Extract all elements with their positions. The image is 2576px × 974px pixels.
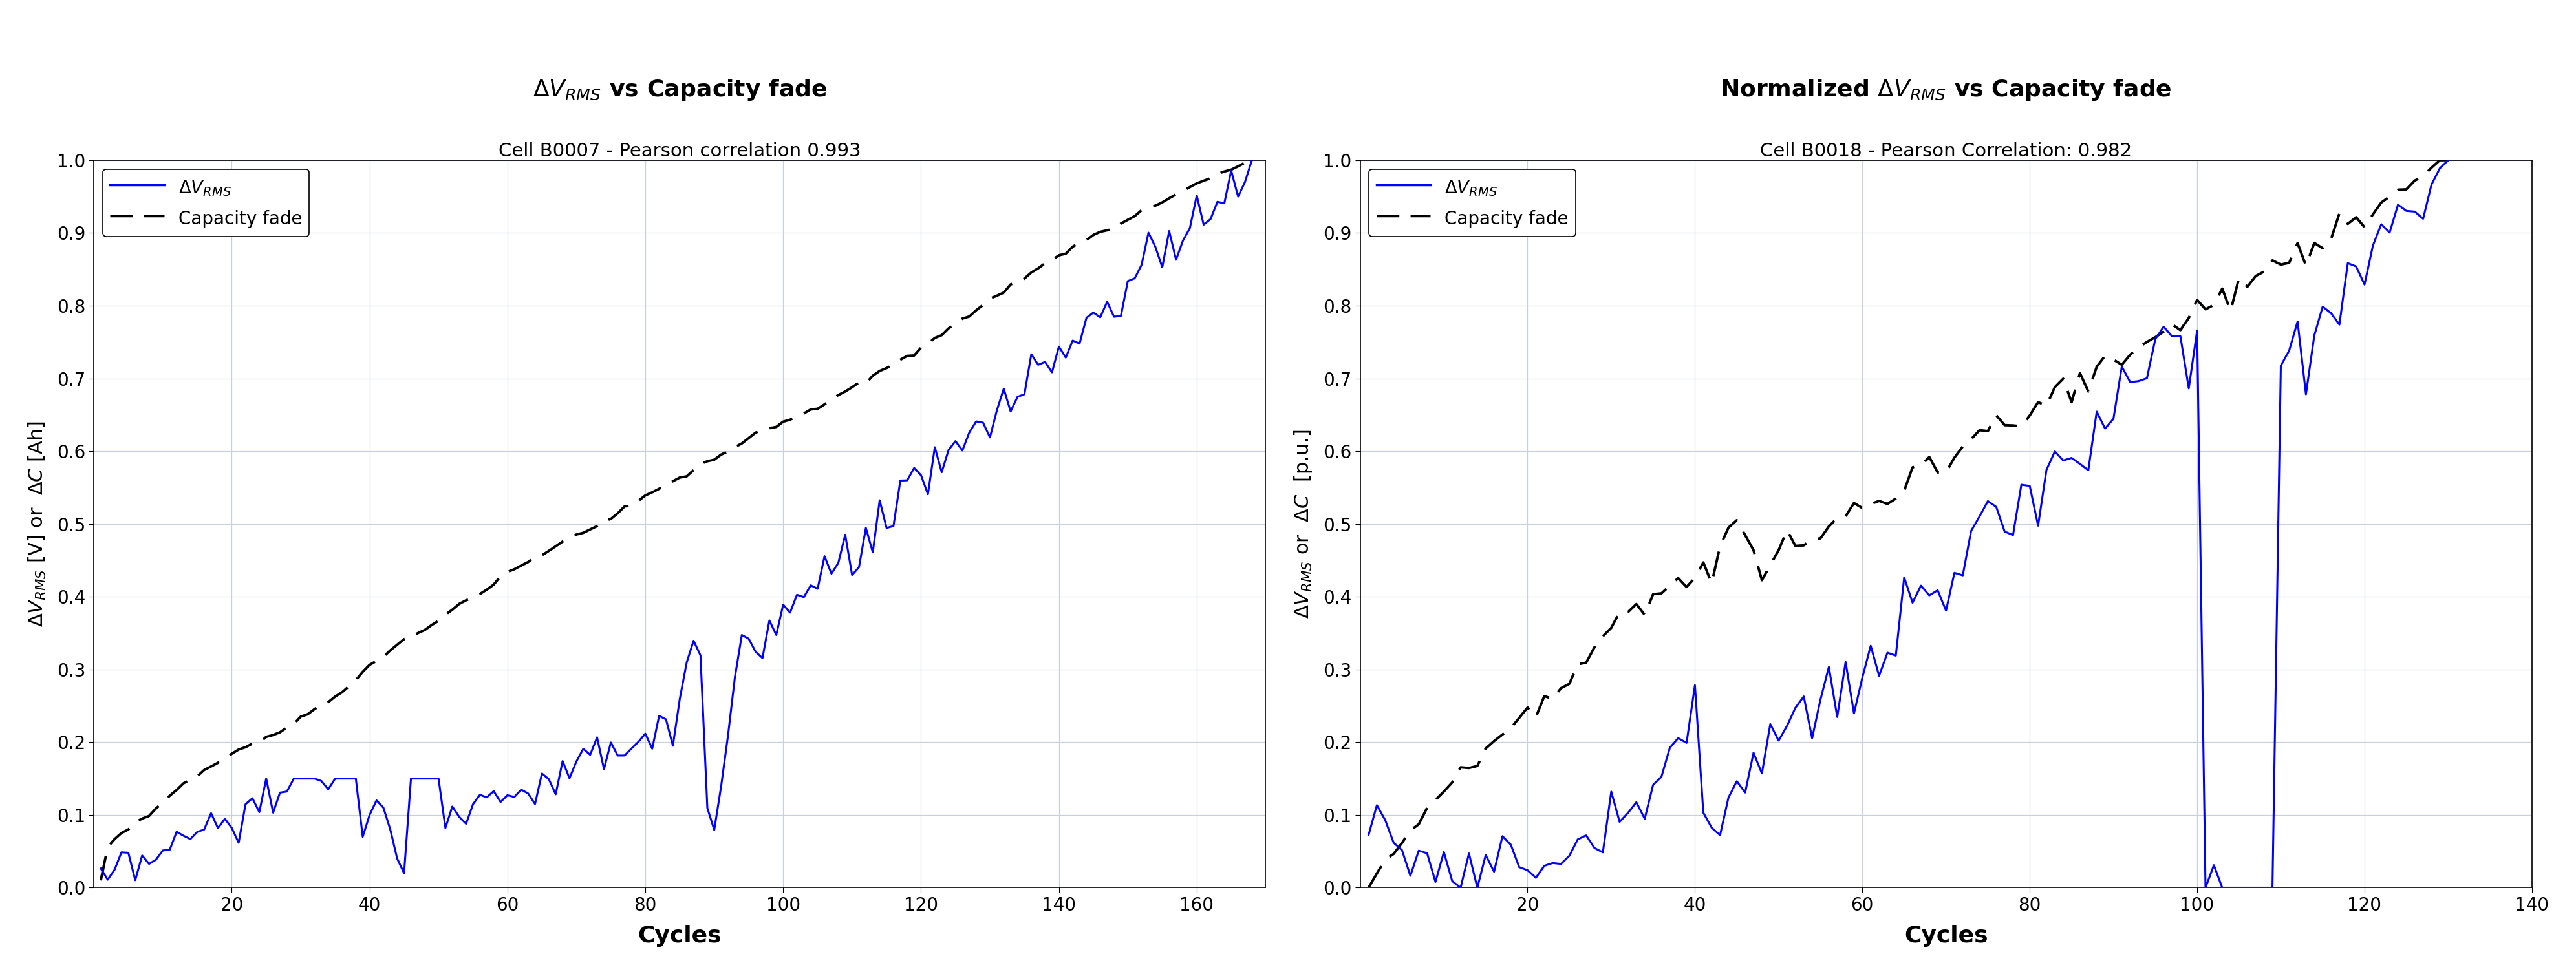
Legend: $\Delta V_{RMS}$, Capacity fade: $\Delta V_{RMS}$, Capacity fade xyxy=(103,169,309,237)
Text: Normalized $\Delta V_{RMS}$ vs Capacity fade: Normalized $\Delta V_{RMS}$ vs Capacity … xyxy=(1721,77,2172,102)
Y-axis label: $\Delta V_{RMS}$ or  $\Delta C$  [p.u.]: $\Delta V_{RMS}$ or $\Delta C$ [p.u.] xyxy=(1293,430,1314,618)
Y-axis label: $\Delta V_{RMS}$ [V] or  $\Delta C$ [Ah]: $\Delta V_{RMS}$ [V] or $\Delta C$ [Ah] xyxy=(26,421,49,627)
Text: $\Delta V_{RMS}$ vs Capacity fade: $\Delta V_{RMS}$ vs Capacity fade xyxy=(533,77,827,102)
X-axis label: Cycles: Cycles xyxy=(639,925,721,947)
Title: Cell B0007 - Pearson correlation 0.993: Cell B0007 - Pearson correlation 0.993 xyxy=(500,142,860,160)
Title: Cell B0018 - Pearson Correlation: 0.982: Cell B0018 - Pearson Correlation: 0.982 xyxy=(1759,142,2133,160)
Legend: $\Delta V_{RMS}$, Capacity fade: $\Delta V_{RMS}$, Capacity fade xyxy=(1368,169,1577,237)
X-axis label: Cycles: Cycles xyxy=(1904,925,1989,947)
